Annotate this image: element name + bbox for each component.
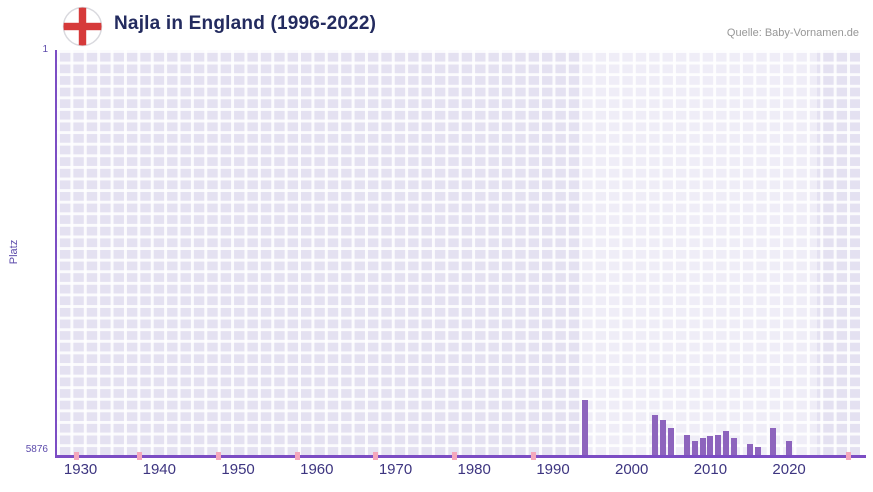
source-label: Quelle: Baby-Vornamen.de bbox=[726, 27, 859, 39]
no-data-marker bbox=[215, 452, 221, 460]
bar-2018[interactable] bbox=[770, 428, 777, 455]
bar-2011[interactable] bbox=[715, 434, 722, 455]
no-data-marker bbox=[137, 452, 143, 460]
bar-2020[interactable] bbox=[786, 441, 793, 455]
no-data-marker bbox=[845, 452, 851, 460]
x-tick-1960: 1960 bbox=[300, 461, 334, 478]
x-axis-ticks: 1930 1940 1950 1960 1970 1980 1990 2000 2010 2020 bbox=[57, 461, 860, 483]
y-tick-top: 1 bbox=[42, 44, 48, 55]
x-tick-1980: 1980 bbox=[457, 461, 491, 478]
x-tick-1990: 1990 bbox=[536, 461, 570, 478]
x-tick-2010: 2010 bbox=[693, 461, 728, 478]
bar-2009[interactable] bbox=[699, 438, 706, 455]
no-data-marker bbox=[373, 452, 379, 460]
y-axis-title: Platz bbox=[8, 239, 20, 265]
x-tick-2000: 2000 bbox=[615, 461, 649, 478]
bar-2016[interactable] bbox=[754, 447, 761, 455]
england-flag-icon bbox=[62, 6, 103, 47]
y-tick-bottom: 5876 bbox=[25, 444, 48, 455]
bar-2004[interactable] bbox=[660, 420, 667, 455]
y-axis-line bbox=[55, 50, 57, 458]
bar-2005[interactable] bbox=[668, 428, 675, 455]
bar-2008[interactable] bbox=[691, 441, 698, 455]
bar-2007[interactable] bbox=[683, 434, 690, 455]
bar-2012[interactable] bbox=[723, 431, 730, 455]
x-axis-line bbox=[55, 455, 866, 458]
bar-1994[interactable] bbox=[581, 400, 588, 455]
bar-2010[interactable] bbox=[707, 436, 714, 455]
bar-2003[interactable] bbox=[652, 415, 659, 455]
no-data-marker bbox=[74, 452, 80, 460]
plot-area bbox=[55, 50, 866, 460]
bar-2013[interactable] bbox=[731, 438, 737, 455]
no-data-marker bbox=[294, 452, 300, 460]
highlight-band bbox=[580, 50, 817, 455]
x-tick-1950: 1950 bbox=[221, 461, 255, 478]
page-title: Najla in England (1996-2022) bbox=[114, 13, 377, 34]
x-tick-1940: 1940 bbox=[142, 461, 176, 478]
bar-2015[interactable] bbox=[746, 443, 753, 455]
x-tick-1970: 1970 bbox=[378, 461, 413, 478]
no-data-marker bbox=[452, 452, 458, 460]
no-data-marker bbox=[530, 452, 536, 460]
x-tick-2020: 2020 bbox=[772, 461, 806, 478]
x-tick-1930: 1930 bbox=[63, 461, 98, 478]
